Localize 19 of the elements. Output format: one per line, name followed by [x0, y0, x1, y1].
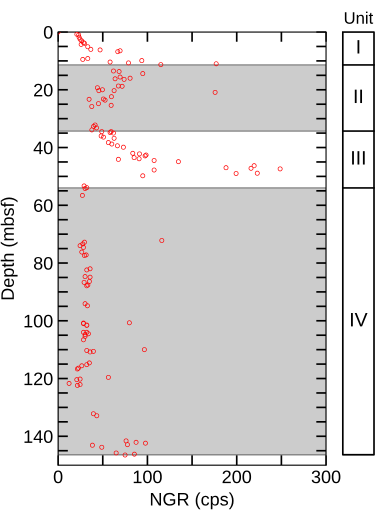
y-tick-label: 80 — [34, 256, 53, 270]
text: II — [354, 90, 362, 104]
text: Unit — [344, 12, 374, 24]
text: I — [358, 40, 360, 54]
y-axis-title: Depth (mbsf) — [0, 198, 18, 300]
y-tick-label: 120 — [24, 372, 53, 386]
x-tick-label: 200 — [222, 470, 252, 484]
x-axis-title: NGR (cps) — [150, 492, 234, 510]
text: IV — [351, 313, 368, 326]
y-tick-label: 20 — [34, 84, 53, 96]
y-tick-label: 100 — [24, 314, 53, 328]
y-tick-label: 140 — [24, 430, 53, 443]
y-tick-label: 0 — [44, 26, 53, 39]
y-tick-label: 40 — [34, 141, 53, 154]
text: III — [352, 151, 365, 165]
x-tick-label: 100 — [134, 470, 162, 484]
x-tick-label: 300 — [312, 470, 340, 484]
y-tick-label: 60 — [34, 199, 53, 212]
x-tick-label: 0 — [54, 470, 62, 484]
